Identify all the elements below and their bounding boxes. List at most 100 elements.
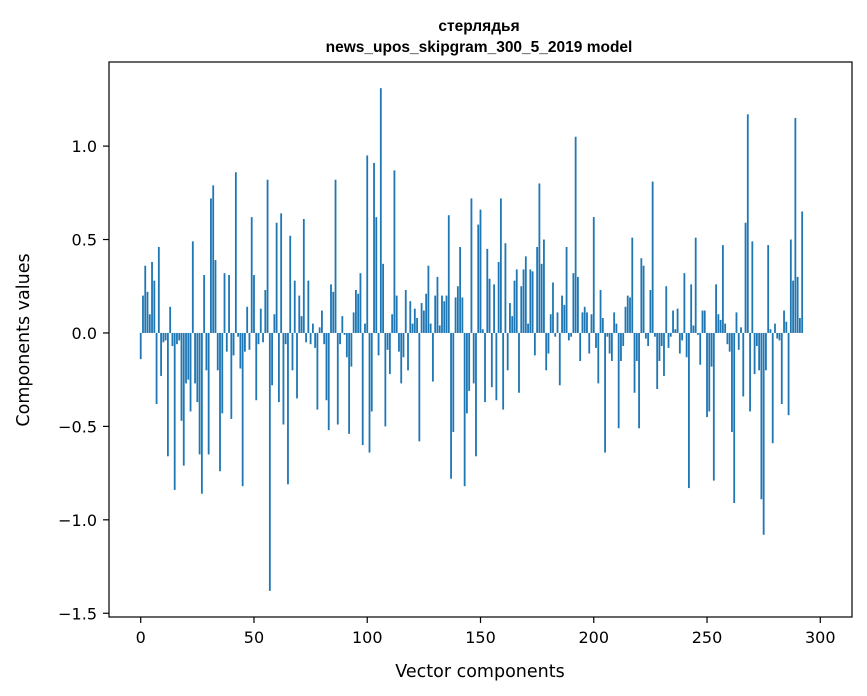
bar	[710, 332, 713, 367]
bar	[733, 332, 736, 504]
bar	[572, 273, 575, 333]
bar	[715, 284, 717, 333]
bar	[391, 314, 394, 333]
bar	[663, 332, 665, 376]
bar	[708, 332, 711, 412]
bar	[721, 245, 724, 333]
bar	[153, 280, 156, 333]
bar	[688, 332, 690, 489]
bar	[250, 217, 253, 333]
bar	[703, 310, 706, 333]
bar	[762, 332, 765, 535]
bar	[366, 155, 369, 333]
bar	[352, 312, 355, 333]
bar	[384, 332, 387, 427]
bar	[556, 312, 559, 333]
bar	[484, 332, 486, 403]
bar	[178, 332, 181, 341]
bar	[257, 332, 260, 345]
bar	[683, 273, 686, 333]
bar	[271, 332, 273, 386]
bar	[246, 306, 249, 333]
bar	[187, 332, 190, 380]
bar	[302, 218, 305, 333]
bar	[644, 332, 647, 339]
bar	[583, 306, 586, 333]
bar	[796, 276, 799, 333]
bar	[355, 289, 357, 333]
bar	[552, 282, 554, 333]
bar	[511, 316, 514, 333]
bar	[529, 269, 532, 333]
bar	[425, 293, 428, 333]
bar	[531, 271, 534, 333]
bar	[327, 332, 330, 431]
bar	[692, 325, 695, 333]
bar	[409, 301, 412, 333]
bar	[452, 332, 455, 432]
bar	[624, 306, 627, 333]
bar	[506, 332, 509, 371]
bar	[148, 314, 151, 333]
bar	[418, 332, 421, 442]
bar	[706, 332, 708, 418]
bar	[316, 332, 319, 410]
bar	[724, 323, 727, 333]
bar	[792, 280, 795, 333]
y-axis-ticks: −1.5 −1.0 −0.5 0.0 0.5 1.0	[58, 137, 109, 623]
bar	[291, 332, 294, 371]
bar	[171, 332, 174, 347]
bar	[343, 332, 346, 335]
bar	[472, 332, 475, 384]
bar	[776, 332, 779, 339]
bar	[277, 332, 280, 403]
bar	[497, 261, 500, 333]
bar	[601, 318, 604, 333]
bar	[436, 276, 439, 333]
bar	[373, 162, 375, 333]
bar	[160, 332, 162, 376]
bar	[393, 170, 396, 333]
bar	[459, 247, 462, 333]
bar	[731, 332, 733, 432]
bar	[200, 332, 203, 494]
bar	[676, 308, 679, 333]
bar	[774, 323, 776, 333]
bar	[198, 332, 201, 455]
y-tick-label: 0.5	[72, 231, 97, 250]
bar	[434, 295, 437, 333]
bar	[207, 332, 210, 455]
bar	[164, 332, 167, 341]
bar	[579, 332, 582, 361]
bar	[382, 263, 384, 333]
bar	[262, 332, 264, 343]
bar	[470, 198, 473, 333]
bar	[617, 332, 620, 429]
bar	[674, 329, 677, 333]
bar	[454, 297, 457, 333]
bar	[318, 327, 321, 333]
bar	[447, 215, 450, 333]
bar	[592, 217, 595, 333]
bar	[502, 332, 505, 410]
bar	[749, 332, 751, 412]
bar	[744, 222, 747, 333]
bar	[189, 332, 192, 412]
bar	[771, 332, 774, 444]
bar	[610, 332, 613, 361]
bar	[341, 316, 344, 333]
bar	[669, 332, 672, 337]
bar	[228, 275, 230, 333]
bar	[477, 224, 480, 333]
bar	[629, 297, 631, 333]
bar	[332, 291, 335, 333]
bar	[640, 258, 643, 333]
bar	[314, 332, 317, 348]
bar	[490, 332, 493, 388]
bar	[794, 118, 797, 333]
bar	[157, 247, 160, 333]
bar	[513, 280, 516, 333]
bar	[518, 332, 520, 393]
bar	[565, 247, 568, 333]
bar	[574, 136, 577, 333]
